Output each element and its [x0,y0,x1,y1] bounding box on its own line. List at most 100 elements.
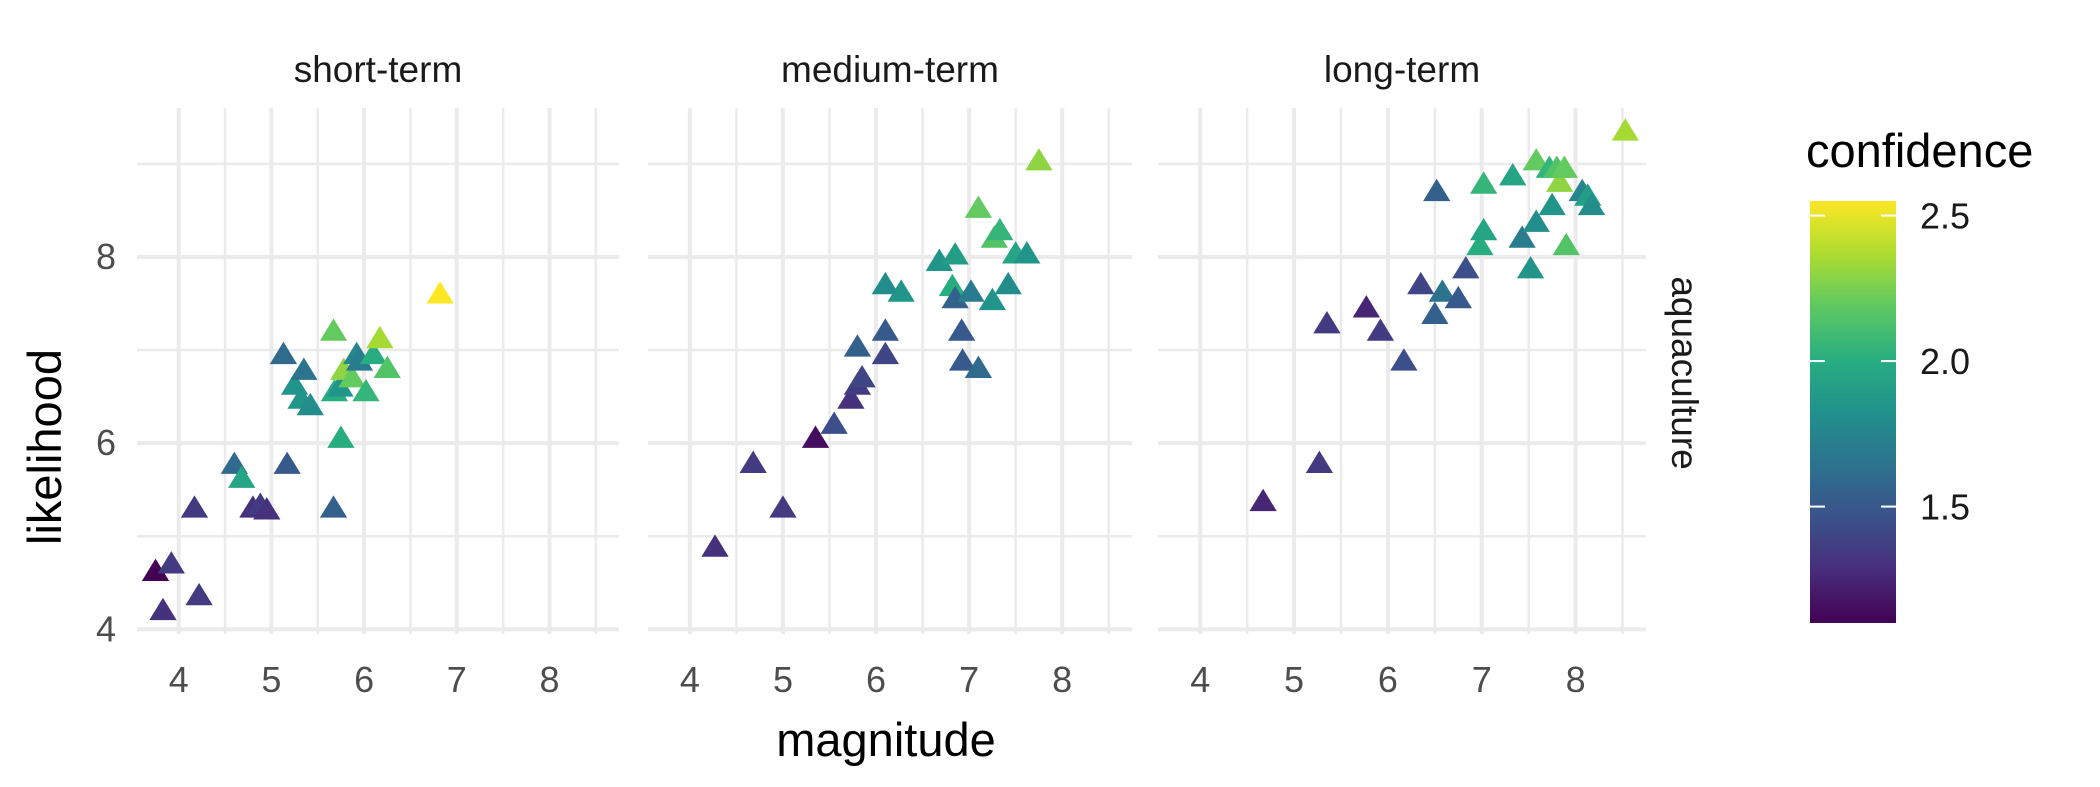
data-point [941,285,969,309]
data-point [373,355,401,379]
data-point [941,242,969,265]
data-point [273,451,301,474]
data-point [964,195,993,218]
data-point [1522,209,1550,232]
data-point [319,318,348,341]
data-point [327,425,355,448]
data-point [1390,348,1418,371]
data-point [228,465,256,488]
data-point [871,318,899,341]
x-tick-label: 6 [866,659,886,700]
x-tick-label: 8 [1566,659,1586,700]
data-point [1577,192,1606,216]
data-point [739,450,767,473]
data-point [157,551,185,574]
data-point [319,495,348,518]
data-point [1516,256,1545,279]
legend-colorbar [1810,201,1896,623]
data-point [1366,318,1395,341]
x-axis-title: magnitude [776,713,996,766]
x-tick-label: 4 [169,659,189,700]
data-point [871,271,899,295]
x-tick-label: 5 [773,659,793,700]
data-point [345,348,374,371]
data-point [1469,171,1498,194]
data-point [938,273,967,297]
data-point [185,582,213,606]
data-point [801,425,830,448]
data-point [1249,488,1277,512]
x-tick-label: 7 [959,659,979,700]
data-point [1611,118,1640,141]
y-tick-label: 4 [96,608,116,649]
data-point [1423,178,1451,202]
data-point [1352,295,1380,318]
legend-ticks: 1.5 2.0 2.5 [1810,196,1970,528]
data-point [1469,217,1498,241]
data-point [269,341,298,365]
legend-title: confidence [1806,124,2033,177]
data-point [1550,155,1579,178]
data-point [290,357,318,380]
data-point [986,217,1014,241]
y-tick-label: 8 [96,236,116,277]
x-tick-label: 8 [1052,659,1072,700]
data-point [994,271,1022,295]
data-point [925,248,953,271]
data-point [964,355,993,379]
data-point [1407,271,1435,295]
data-point [359,341,388,365]
data-point [1452,256,1480,279]
data-point [820,411,848,434]
data-point [1444,285,1472,309]
data-point [948,318,976,341]
data-point [253,497,281,520]
data-point [1013,241,1041,264]
data-point [338,364,366,388]
data-point [843,334,872,357]
data-point [366,325,394,349]
data-point [149,597,177,621]
series-points [141,281,454,621]
panel-grid [648,108,1132,634]
facet-strip-title: long-term [1324,49,1480,90]
panel-short-term: short-term 4 5 6 7 8 [137,49,619,700]
y-axis-title: likelihood [18,349,71,545]
panel-grid [1158,108,1646,634]
data-point [1508,225,1536,248]
data-point [948,348,977,371]
data-point [1421,301,1449,325]
data-point [769,495,797,518]
data-point [180,495,209,518]
data-point [871,341,899,365]
y-tick-label: 6 [96,422,116,463]
legend-tick-label: 2.5 [1920,196,1970,237]
legend-tick-label: 2.0 [1920,341,1970,382]
series-points [701,148,1053,557]
confidence-legend: confidence 1.5 2.0 2.5 [1806,124,2033,623]
x-tick-label: 5 [261,659,281,700]
data-point [1552,232,1580,256]
data-point [352,378,380,402]
data-point [1499,162,1527,186]
data-point [887,279,915,302]
data-point [978,287,1007,311]
data-point [1025,148,1053,171]
data-point [426,281,454,304]
x-tick-label: 6 [354,659,374,700]
series-points [1249,118,1640,512]
data-point [957,279,985,302]
axis-titles: magnitude likelihood aquaculture [18,276,1705,766]
legend-tick-label: 1.5 [1920,487,1970,528]
facet-strip-title: short-term [294,49,463,90]
data-point [1305,450,1334,473]
x-tick-label: 5 [1284,659,1304,700]
x-tick-label: 4 [1190,659,1210,700]
data-point [1546,169,1574,192]
panel-long-term: long-term 4 5 6 7 8 [1158,49,1646,700]
panel-medium-term: medium-term 4 5 6 7 8 [648,49,1132,700]
data-point [837,386,865,409]
